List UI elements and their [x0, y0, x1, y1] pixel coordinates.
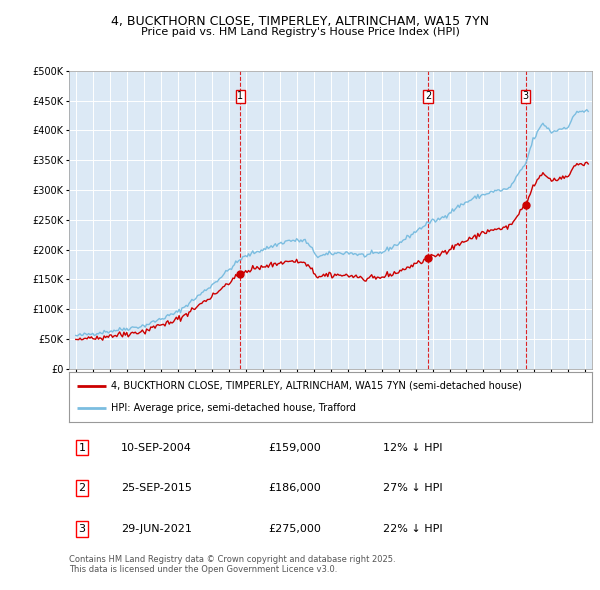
Text: 1: 1 — [238, 91, 244, 101]
Text: 3: 3 — [79, 524, 86, 534]
Text: 12% ↓ HPI: 12% ↓ HPI — [383, 442, 442, 453]
Text: 3: 3 — [523, 91, 529, 101]
Text: 1: 1 — [79, 442, 86, 453]
Text: 4, BUCKTHORN CLOSE, TIMPERLEY, ALTRINCHAM, WA15 7YN: 4, BUCKTHORN CLOSE, TIMPERLEY, ALTRINCHA… — [111, 15, 489, 28]
Text: 22% ↓ HPI: 22% ↓ HPI — [383, 524, 443, 534]
Text: 27% ↓ HPI: 27% ↓ HPI — [383, 483, 443, 493]
Text: 25-SEP-2015: 25-SEP-2015 — [121, 483, 192, 493]
Text: £275,000: £275,000 — [268, 524, 320, 534]
Text: £186,000: £186,000 — [268, 483, 320, 493]
Text: 2: 2 — [425, 91, 431, 101]
Text: Contains HM Land Registry data © Crown copyright and database right 2025.
This d: Contains HM Land Registry data © Crown c… — [69, 555, 395, 574]
Text: Price paid vs. HM Land Registry's House Price Index (HPI): Price paid vs. HM Land Registry's House … — [140, 27, 460, 37]
Text: HPI: Average price, semi-detached house, Trafford: HPI: Average price, semi-detached house,… — [111, 403, 356, 413]
Text: 29-JUN-2021: 29-JUN-2021 — [121, 524, 192, 534]
Text: 4, BUCKTHORN CLOSE, TIMPERLEY, ALTRINCHAM, WA15 7YN (semi-detached house): 4, BUCKTHORN CLOSE, TIMPERLEY, ALTRINCHA… — [111, 381, 522, 391]
Text: £159,000: £159,000 — [268, 442, 320, 453]
Text: 10-SEP-2004: 10-SEP-2004 — [121, 442, 192, 453]
Text: 2: 2 — [79, 483, 86, 493]
